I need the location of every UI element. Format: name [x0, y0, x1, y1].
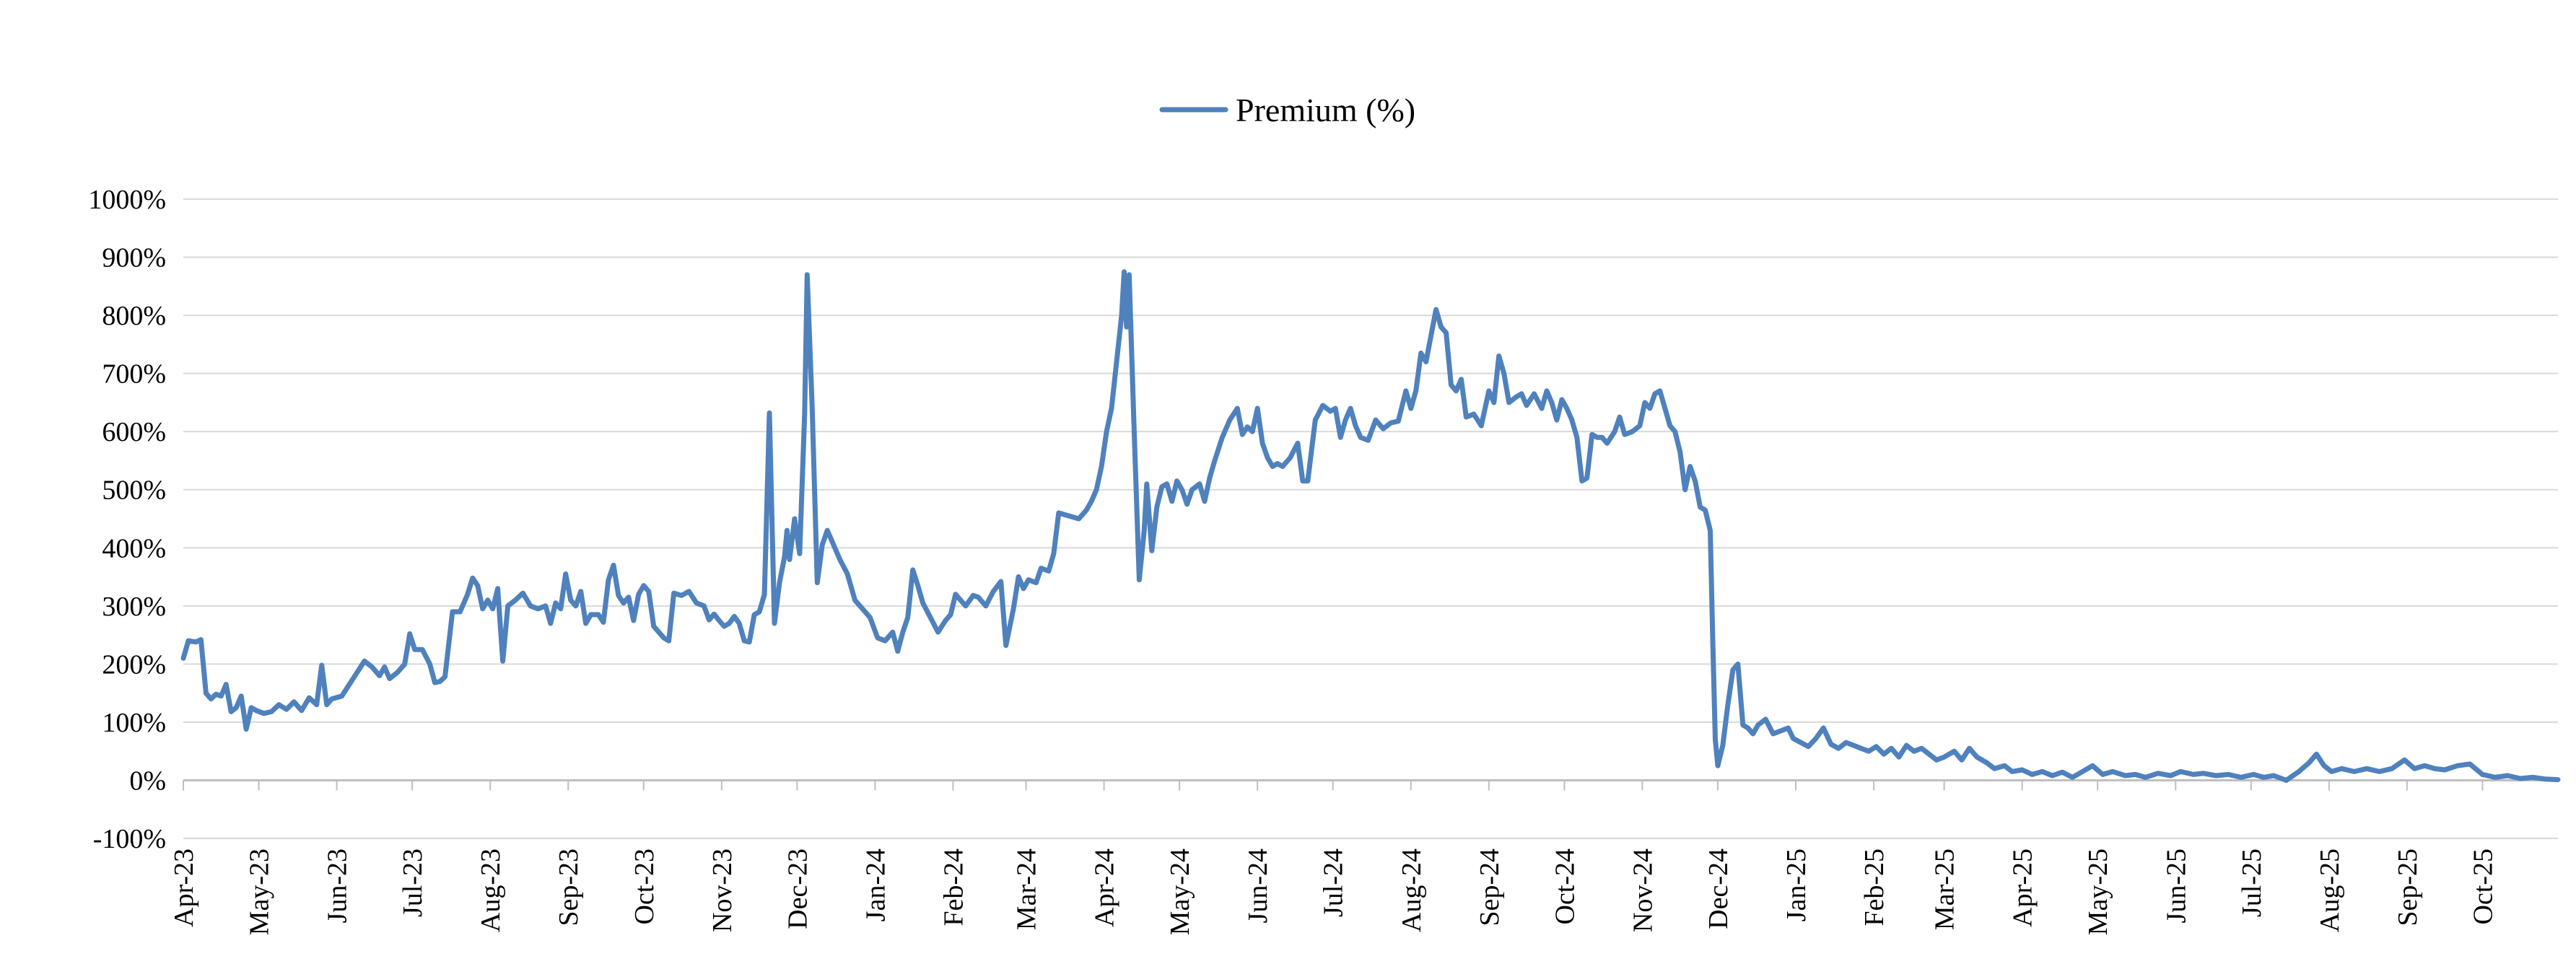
y-tick-label: 100% [102, 708, 166, 738]
x-tick-label: Jun-25 [2161, 848, 2191, 923]
x-tick-label: Mar-24 [1012, 848, 1042, 930]
x-tick-label: Aug-23 [476, 848, 506, 932]
y-tick-label: 500% [102, 475, 166, 506]
y-axis-tick-labels: -100% 0% 100% 200% 300% 400% 500% 600% 700% 800% 9… [88, 185, 166, 854]
x-tick-label: Jul-25 [2237, 848, 2267, 917]
y-tick-label: 0% [129, 766, 166, 796]
x-axis [183, 780, 2484, 791]
x-tick-label: Dec-23 [782, 848, 813, 929]
x-tick-label: Sep-25 [2393, 848, 2423, 926]
x-tick-label: Jun-24 [1243, 848, 1273, 923]
y-tick-label: 800% [102, 301, 166, 331]
y-tick-label: -100% [93, 824, 166, 854]
x-tick-label: Apr-23 [169, 848, 199, 927]
x-tick-label: Apr-24 [1090, 848, 1120, 927]
y-tick-label: 600% [102, 417, 166, 447]
x-tick-label: Aug-25 [2315, 848, 2345, 932]
x-tick-label: Feb-24 [938, 848, 969, 926]
y-tick-label: 300% [102, 592, 166, 622]
legend-label: Premium (%) [1236, 92, 1415, 128]
x-tick-label: Nov-23 [707, 848, 738, 932]
x-tick-label: Jul-23 [398, 848, 428, 917]
x-tick-label: Jan-25 [1781, 848, 1812, 921]
x-tick-label: Dec-24 [1703, 848, 1734, 929]
x-tick-label: Mar-25 [1930, 848, 1960, 930]
x-tick-label: Feb-25 [1859, 848, 1890, 926]
y-tick-label: 400% [102, 533, 166, 563]
x-tick-label: Sep-23 [554, 848, 584, 926]
x-tick-label: May-23 [245, 848, 275, 935]
x-axis-tick-labels: Apr-23 May-23 Jun-23 Jul-23 Aug-23 Sep-23 Oct-… [169, 848, 2498, 935]
x-tick-label: Oct-25 [2468, 848, 2498, 925]
y-tick-label: 900% [102, 243, 166, 273]
x-tick-label: May-25 [2083, 848, 2113, 935]
series-line-premium [180, 269, 2561, 783]
x-tick-label: Aug-24 [1397, 848, 1427, 932]
gridlines [183, 198, 2558, 839]
x-tick-label: Apr-25 [2008, 848, 2038, 927]
y-tick-label: 1000% [88, 185, 166, 215]
x-tick-label: Sep-24 [1475, 848, 1505, 926]
x-tick-label: Jan-24 [860, 848, 891, 921]
x-tick-label: Oct-23 [629, 848, 660, 925]
x-tick-label: Nov-24 [1628, 848, 1658, 932]
y-tick-label: 200% [102, 649, 166, 680]
y-tick-label: 700% [102, 359, 166, 390]
x-tick-label: Jul-24 [1319, 848, 1349, 917]
legend: Premium (%) [1159, 92, 1415, 128]
x-tick-label: Jun-23 [323, 848, 353, 923]
x-tick-label: Oct-24 [1550, 848, 1580, 925]
x-tick-label: May-24 [1165, 848, 1195, 935]
